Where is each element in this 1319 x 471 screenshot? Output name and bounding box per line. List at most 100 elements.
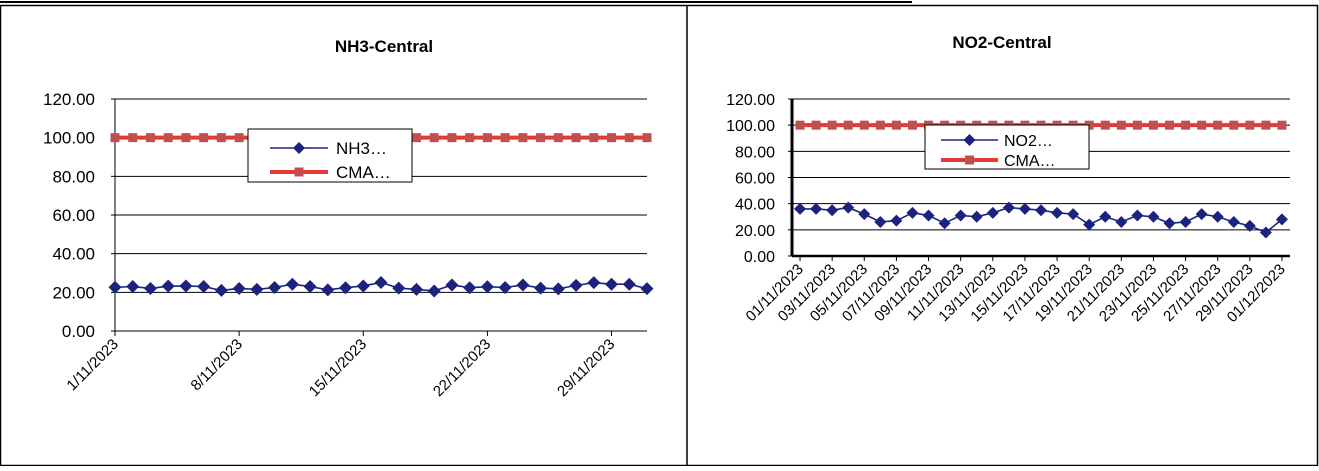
data-point-diamond (587, 276, 601, 290)
data-point-square (1261, 120, 1271, 130)
data-point-diamond (1179, 215, 1192, 228)
data-point-square (553, 133, 563, 143)
data-point-diamond (445, 278, 459, 292)
data-point-diamond (409, 282, 423, 296)
data-point-square (795, 120, 805, 130)
data-point-square (607, 133, 617, 143)
legend-entry-label: NH3… (336, 139, 387, 158)
data-point-diamond (858, 208, 871, 221)
y-tick-label: 120.00 (726, 92, 775, 109)
y-tick-label: 40.00 (735, 197, 775, 214)
y-tick-label: 20.00 (735, 223, 775, 240)
data-point-diamond (374, 275, 388, 289)
y-tick-label: 100.00 (43, 129, 95, 148)
data-point-square (907, 120, 917, 130)
data-point-diamond (161, 279, 175, 293)
y-tick-label: 20.00 (52, 283, 95, 302)
data-point-square (1100, 120, 1110, 130)
data-point-square (571, 133, 581, 143)
data-point-square (1132, 120, 1142, 130)
data-point-diamond (922, 209, 935, 222)
data-point-diamond (569, 278, 583, 292)
data-point-square (1165, 120, 1175, 130)
x-tick-label: 8/11/2023 (188, 336, 246, 394)
legend-swatch-marker (294, 167, 304, 177)
y-tick-label: 0.00 (62, 322, 95, 341)
legend-swatch-marker (965, 155, 974, 165)
data-point-square (447, 133, 457, 143)
data-point-square (482, 133, 492, 143)
data-point-diamond (954, 209, 967, 222)
data-point-diamond (622, 277, 636, 291)
data-point-square (589, 133, 599, 143)
data-point-square (216, 133, 226, 143)
data-point-diamond (842, 201, 855, 214)
data-point-diamond (356, 279, 370, 293)
data-point-diamond (1131, 209, 1144, 222)
data-point-diamond (339, 281, 353, 295)
legend-entry-label: CMA… (336, 163, 391, 182)
data-point-square (811, 120, 821, 130)
data-point-diamond (108, 280, 122, 294)
x-tick-label: 1/11/2023 (63, 336, 121, 394)
data-point-diamond (1018, 202, 1031, 215)
y-tick-label: 120.00 (43, 90, 95, 109)
data-point-square (536, 133, 546, 143)
data-point-diamond (498, 281, 512, 294)
data-point-diamond (1115, 215, 1128, 228)
data-point-square (1148, 120, 1158, 130)
data-point-diamond (480, 280, 494, 294)
data-point-square (1245, 120, 1255, 130)
data-point-diamond (1227, 215, 1240, 228)
chart-title: NO2-Central (952, 33, 1051, 52)
data-point-diamond (1259, 226, 1272, 239)
data-point-diamond (534, 281, 548, 295)
data-point-diamond (1195, 208, 1208, 221)
data-point-diamond (986, 206, 999, 219)
x-tick-label: 22/11/2023 (430, 336, 494, 400)
data-point-diamond (1051, 206, 1064, 219)
data-point-diamond (1035, 204, 1047, 217)
legend-entry-label: CMA… (1004, 153, 1056, 170)
legend-swatch-marker (293, 142, 305, 154)
legend-swatch-marker (963, 134, 976, 146)
y-tick-label: 60.00 (735, 171, 775, 188)
x-tick-label: 15/11/2023 (306, 336, 370, 400)
data-point-diamond (1067, 208, 1080, 221)
data-point-square (110, 133, 120, 143)
y-tick-label: 100.00 (726, 118, 775, 135)
data-point-diamond (794, 202, 807, 215)
data-point-diamond (321, 283, 335, 297)
data-point-square (1213, 120, 1223, 130)
y-tick-label: 80.00 (52, 167, 95, 186)
data-point-square (827, 120, 837, 130)
data-point-diamond (970, 210, 983, 223)
data-point-square (145, 133, 155, 143)
data-point-diamond (551, 282, 565, 296)
data-point-diamond (1083, 218, 1096, 231)
data-point-square (465, 133, 475, 143)
data-point-diamond (143, 281, 157, 295)
data-point-square (843, 120, 853, 130)
data-point-diamond (640, 282, 654, 296)
data-point-diamond (427, 284, 441, 298)
data-point-diamond (214, 283, 228, 297)
data-point-square (500, 133, 510, 143)
legend-entry-label: NO2… (1004, 133, 1053, 150)
data-point-diamond (826, 204, 839, 217)
data-point-square (1197, 120, 1207, 130)
chart-no2-central: NO2-Central 0.00 20.00 40.00 60.00 80.00 100.0… (726, 33, 1290, 326)
data-point-diamond (1163, 217, 1176, 230)
data-point-diamond (1211, 210, 1224, 223)
data-point-square (234, 133, 244, 143)
data-point-diamond (197, 280, 211, 294)
data-point-diamond (303, 280, 317, 294)
chart-nh3-central: NH3-Central 0.00 20.00 40.00 60.00 80.00 100.0… (43, 37, 654, 400)
data-point-diamond (179, 279, 193, 293)
table-border (0, 4, 1319, 467)
data-point-diamond (392, 281, 406, 295)
data-point-square (859, 120, 869, 130)
